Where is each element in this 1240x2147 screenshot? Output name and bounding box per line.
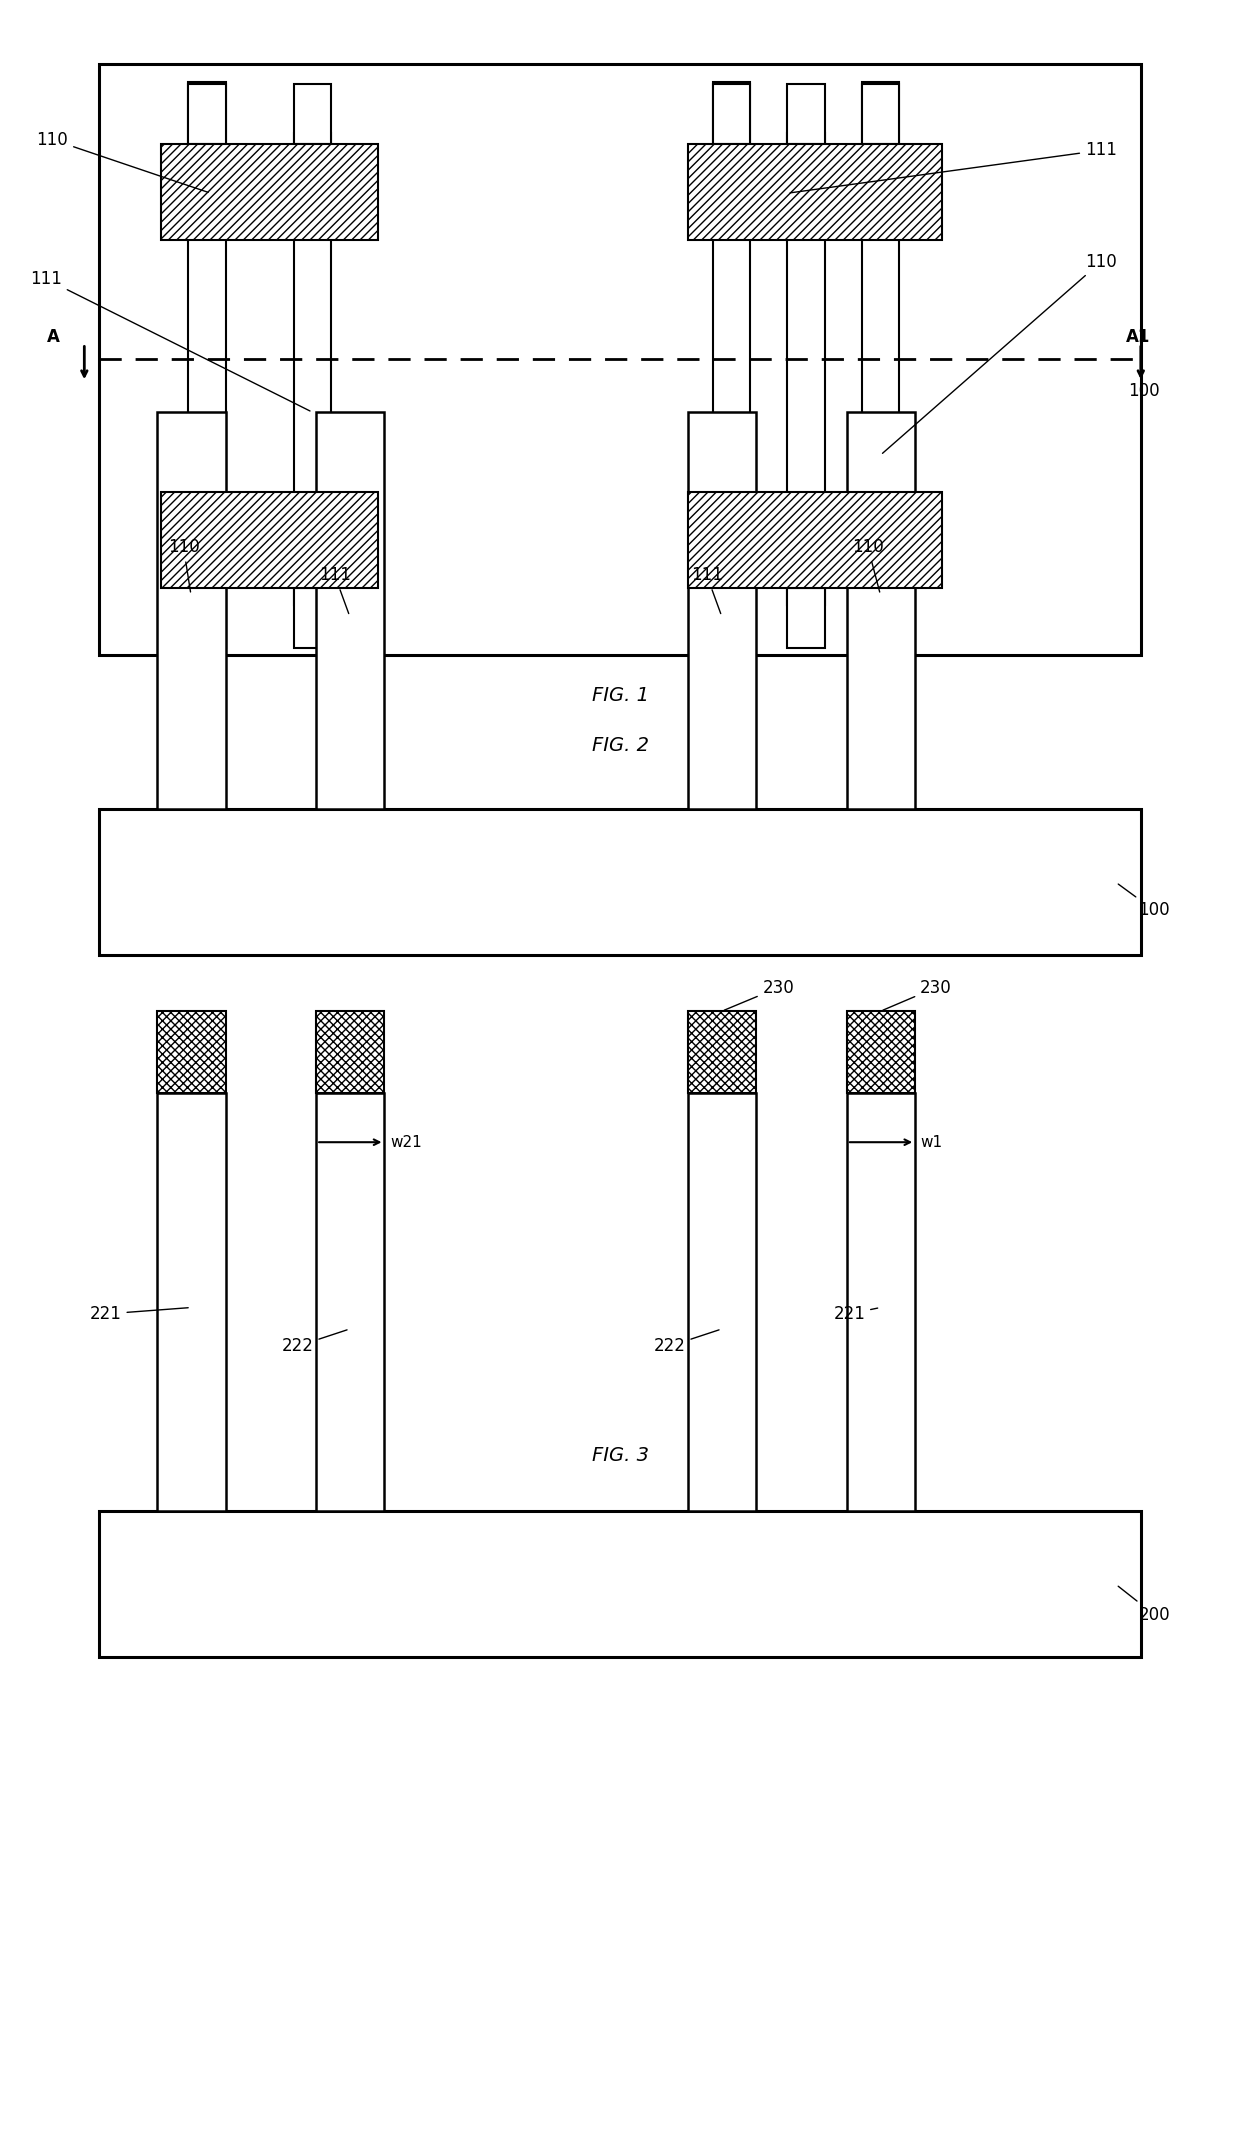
Bar <box>157 1093 226 1511</box>
Text: 221: 221 <box>833 1305 878 1323</box>
Text: 111: 111 <box>30 271 310 410</box>
Text: 222: 222 <box>653 1329 719 1355</box>
Bar <box>188 588 226 648</box>
Bar <box>787 133 825 605</box>
Bar <box>713 84 750 144</box>
Bar <box>688 492 942 588</box>
Bar <box>787 84 825 144</box>
Bar <box>161 144 378 240</box>
Bar <box>847 1093 915 1511</box>
Text: 110: 110 <box>852 539 884 593</box>
Bar <box>688 1093 756 1511</box>
Bar <box>862 84 899 144</box>
Bar <box>847 412 915 809</box>
Bar <box>713 82 750 648</box>
Text: 200: 200 <box>1118 1587 1171 1623</box>
Bar <box>688 412 756 809</box>
Text: 110: 110 <box>883 253 1117 453</box>
Bar <box>161 492 378 588</box>
Text: 110: 110 <box>36 131 208 193</box>
Bar <box>188 82 226 648</box>
Bar <box>862 588 899 648</box>
Text: A: A <box>47 328 60 346</box>
Bar <box>316 1011 384 1093</box>
Bar <box>713 588 750 648</box>
Text: 221: 221 <box>89 1305 188 1323</box>
Bar <box>99 1511 1141 1657</box>
Bar <box>688 1011 756 1093</box>
Bar <box>99 809 1141 955</box>
Bar <box>157 1011 226 1093</box>
Bar <box>157 412 226 809</box>
Text: w1: w1 <box>920 1136 942 1149</box>
Bar <box>99 64 1141 655</box>
Text: w21: w21 <box>391 1136 423 1149</box>
Text: 100: 100 <box>1128 382 1161 399</box>
Bar <box>294 133 331 605</box>
Text: 100: 100 <box>1118 885 1171 919</box>
Text: FIG. 2: FIG. 2 <box>591 736 649 754</box>
Text: FIG. 1: FIG. 1 <box>591 687 649 704</box>
Text: 230: 230 <box>724 979 795 1011</box>
Bar <box>847 1011 915 1093</box>
Bar <box>688 144 942 240</box>
Text: 111: 111 <box>790 142 1117 193</box>
Text: A1: A1 <box>1126 328 1151 346</box>
Bar <box>316 1093 384 1511</box>
Bar <box>188 84 226 144</box>
Text: 110: 110 <box>167 539 200 593</box>
Text: 222: 222 <box>281 1329 347 1355</box>
Bar <box>294 84 331 144</box>
Bar <box>862 82 899 648</box>
Text: FIG. 3: FIG. 3 <box>591 1447 649 1464</box>
Text: 111: 111 <box>319 567 351 614</box>
Text: 111: 111 <box>691 567 723 614</box>
Bar <box>787 588 825 648</box>
Bar <box>316 412 384 809</box>
Text: 230: 230 <box>883 979 952 1009</box>
Bar <box>294 588 331 648</box>
